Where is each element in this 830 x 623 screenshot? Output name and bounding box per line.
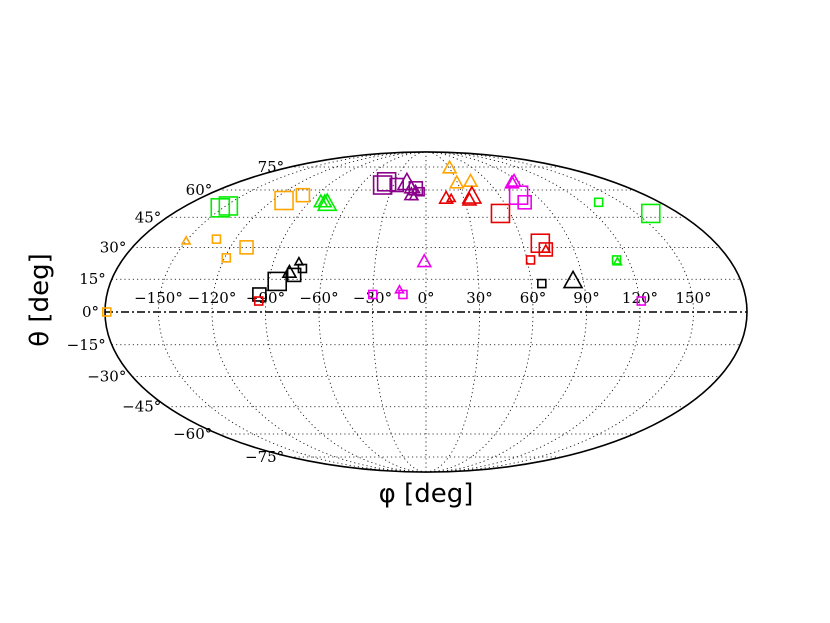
square-marker: [101, 307, 112, 317]
y-tick-label: −15°: [67, 336, 106, 354]
square-marker: [415, 186, 425, 197]
triangle-marker: [416, 253, 433, 268]
triangle-marker: [180, 235, 192, 245]
square-marker: [295, 187, 311, 203]
y-tick-label: −30°: [87, 368, 126, 386]
x-tick-label: −120°: [188, 289, 237, 307]
square-marker: [286, 267, 302, 283]
y-tick-label: 45°: [135, 208, 162, 226]
x-tick-label: 60°: [520, 289, 547, 307]
x-tick-label: 150°: [675, 289, 711, 307]
latitude-tick-labels: 75° 60° 45° 30° 15° 0° −15° −30° −45° −60° −75°: [67, 158, 285, 466]
square-marker: [211, 234, 222, 244]
y-tick-label: 15°: [79, 270, 106, 288]
triangle-marker: [408, 190, 419, 201]
y-tick-label: 0°: [82, 303, 99, 321]
x-tick-label: 30°: [466, 289, 493, 307]
triangle-marker: [316, 192, 338, 212]
square-marker: [210, 198, 231, 218]
y-tick-label: −75°: [245, 448, 284, 466]
triangle-marker: [448, 174, 465, 189]
square-marker: [218, 196, 239, 216]
y-tick-label: −60°: [173, 425, 212, 443]
triangle-marker: [281, 263, 298, 279]
y-axis-title: θ [deg]: [25, 253, 55, 346]
square-marker: [267, 271, 288, 292]
plot-outline: [104, 151, 748, 473]
data-markers: [101, 159, 661, 317]
square-marker: [640, 203, 661, 224]
longitude-tick-labels: −150° −120° −90° −60° −30° 0° 30° 60° 90° 120° 150…: [134, 289, 711, 307]
square-marker: [221, 253, 232, 263]
y-tick-label: 60°: [186, 181, 213, 199]
x-tick-label: 120°: [622, 289, 658, 307]
triangle-marker: [445, 192, 457, 203]
triangle-marker: [461, 191, 478, 206]
square-marker: [517, 195, 532, 210]
y-tick-label: 75°: [258, 158, 285, 176]
square-marker: [611, 255, 622, 265]
triangle-marker: [293, 255, 305, 266]
square-marker: [490, 203, 511, 224]
x-tick-label: −60°: [299, 289, 338, 307]
square-marker: [368, 289, 378, 300]
x-tick-label: 90°: [573, 289, 600, 307]
x-axis-title: φ [deg]: [379, 479, 474, 509]
square-marker: [376, 171, 397, 192]
triangle-marker: [540, 243, 552, 253]
square-marker: [537, 278, 547, 289]
triangle-marker: [316, 193, 333, 208]
square-marker: [372, 175, 393, 195]
triangle-marker: [441, 159, 458, 174]
square-marker: [252, 287, 267, 302]
triangle-marker: [462, 172, 479, 188]
square-marker: [389, 177, 405, 193]
triangle-marker: [504, 174, 520, 189]
square-marker: [525, 255, 536, 265]
x-tick-label: −150°: [134, 289, 183, 307]
square-marker: [274, 190, 294, 211]
x-tick-label: 0°: [417, 289, 434, 307]
square-marker: [398, 289, 408, 300]
square-marker: [253, 296, 264, 306]
triangle-marker: [612, 255, 623, 266]
y-tick-label: −45°: [122, 398, 161, 416]
square-marker: [239, 240, 254, 255]
triangle-marker: [461, 185, 483, 204]
triangle-marker: [506, 172, 522, 188]
square-marker: [593, 197, 604, 208]
y-tick-label: 30°: [100, 238, 127, 256]
square-marker: [636, 296, 647, 306]
triangle-marker: [562, 269, 584, 289]
square-marker: [538, 242, 554, 257]
